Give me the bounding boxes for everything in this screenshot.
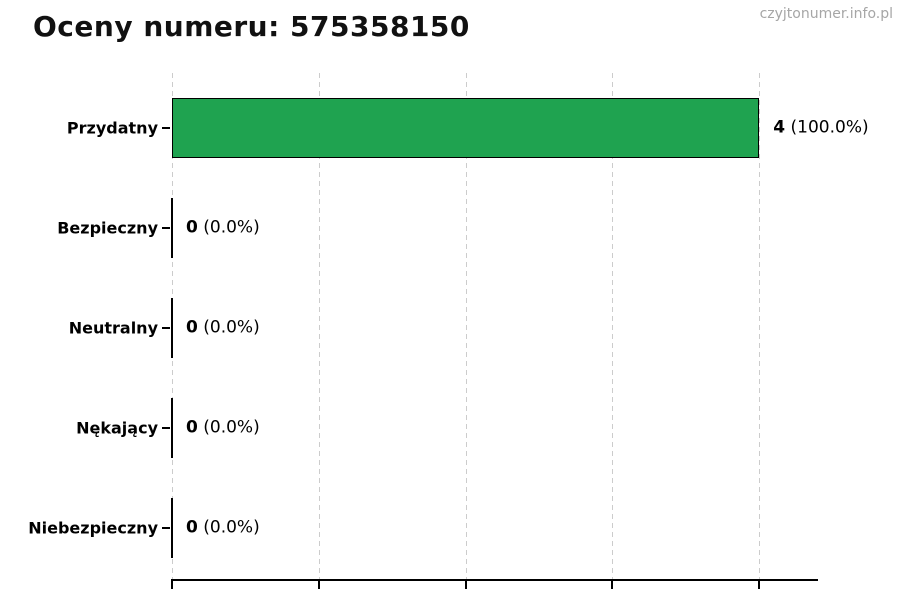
value-label-1: 4 (100.0%) xyxy=(773,118,868,138)
gridline xyxy=(319,73,320,579)
category-label-2: Bezpieczny xyxy=(57,218,158,238)
value-percent: (100.0%) xyxy=(785,117,869,138)
category-label-1: Przydatny xyxy=(66,118,158,138)
bar-3-zero xyxy=(171,298,173,358)
gridline xyxy=(466,73,467,579)
x-axis-tick xyxy=(171,581,173,589)
y-axis-tick xyxy=(162,327,170,329)
category-label-5: Niebezpieczny xyxy=(28,518,158,538)
x-axis-tick xyxy=(465,581,467,589)
value-number: 0 xyxy=(186,217,198,238)
value-number: 0 xyxy=(186,417,198,438)
x-axis-tick xyxy=(611,581,613,589)
y-axis-tick xyxy=(162,227,170,229)
watermark: czyjtonumer.info.pl xyxy=(759,6,893,22)
bar-5-zero xyxy=(171,498,173,558)
value-number: 0 xyxy=(186,517,198,538)
bar-2-zero xyxy=(171,198,173,258)
value-label-4: 0 (0.0%) xyxy=(186,418,260,438)
chart-title: Oceny numeru: 575358150 xyxy=(33,10,470,43)
value-percent: (0.0%) xyxy=(197,217,260,238)
value-number: 0 xyxy=(186,317,198,338)
gridline xyxy=(759,73,760,579)
y-axis-tick xyxy=(162,527,170,529)
y-axis-tick xyxy=(162,427,170,429)
value-label-5: 0 (0.0%) xyxy=(186,518,260,538)
value-number: 4 xyxy=(773,117,786,138)
x-axis-tick xyxy=(318,581,320,589)
category-label-4: Nękający xyxy=(76,418,158,438)
x-axis-line xyxy=(171,579,818,581)
x-axis-tick xyxy=(758,581,760,589)
gridline xyxy=(612,73,613,579)
bar-4-zero xyxy=(171,398,173,458)
value-label-2: 0 (0.0%) xyxy=(186,218,260,238)
bar-1 xyxy=(172,98,760,158)
value-percent: (0.0%) xyxy=(197,317,260,338)
category-label-3: Neutralny xyxy=(68,318,158,338)
y-axis-tick xyxy=(162,127,170,129)
value-percent: (0.0%) xyxy=(197,517,260,538)
value-percent: (0.0%) xyxy=(197,417,260,438)
value-label-3: 0 (0.0%) xyxy=(186,318,260,338)
